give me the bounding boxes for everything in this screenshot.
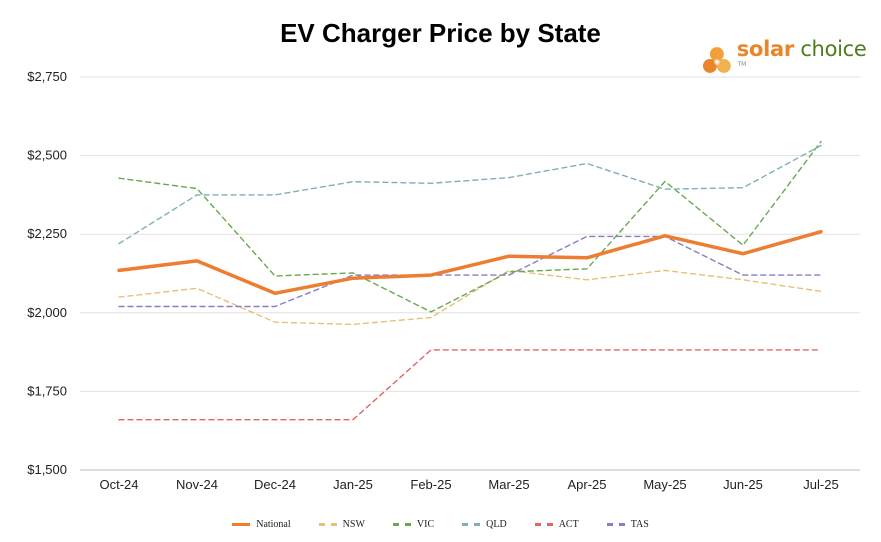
- logo-trademark: TM: [737, 61, 747, 68]
- legend-label: QLD: [486, 519, 507, 530]
- y-tick-label: $2,500: [27, 148, 67, 163]
- x-axis: Oct-24 Nov-24 Dec-24 Jan-25 Feb-25 Mar-25 Apr-…: [99, 477, 838, 492]
- series-line-nsw: [118, 269, 822, 326]
- legend-swatch: [392, 523, 411, 526]
- x-tick-label: Jun-25: [723, 477, 763, 492]
- logo-text: solar choice TM: [737, 37, 881, 85]
- legend-item-act: ACT: [534, 519, 579, 530]
- legend-swatch: [232, 523, 251, 526]
- series-line-vic: [118, 140, 822, 313]
- solar-choice-logo: solar choice TM: [702, 37, 881, 78]
- series-line-act: [118, 349, 822, 421]
- y-tick-label: $2,000: [27, 305, 67, 320]
- series-line-tas: [118, 235, 822, 308]
- legend-swatch: [534, 523, 553, 526]
- y-axis: $1,500 $1,750 $2,000 $2,250 $2,500 $2,750: [27, 69, 67, 477]
- chart-legend: National NSW VIC QLD ACT TAS: [0, 519, 881, 530]
- x-tick-label: Apr-25: [567, 477, 606, 492]
- series-line-qld: [118, 144, 822, 245]
- y-tick-label: $1,500: [27, 462, 67, 477]
- x-tick-label: May-25: [643, 477, 686, 492]
- logo-word-solar: solar: [736, 37, 794, 61]
- logo-word-choice: choice: [800, 37, 867, 61]
- x-tick-label: Mar-25: [488, 477, 529, 492]
- x-tick-label: Jul-25: [803, 477, 838, 492]
- series-lines: [117, 140, 823, 421]
- x-tick-label: Oct-24: [99, 477, 138, 492]
- orange-dots-logo-icon: [702, 47, 731, 73]
- y-tick-label: $2,250: [27, 226, 67, 241]
- legend-label: National: [256, 519, 291, 530]
- legend-item-vic: VIC: [392, 519, 435, 530]
- legend-swatch: [318, 523, 337, 526]
- legend-swatch: [462, 523, 481, 526]
- x-tick-label: Jan-25: [333, 477, 373, 492]
- x-tick-label: Dec-24: [254, 477, 296, 492]
- x-tick-label: Feb-25: [410, 477, 451, 492]
- legend-label: NSW: [342, 519, 365, 530]
- y-tick-label: $2,750: [27, 69, 67, 84]
- legend-label: TAS: [630, 519, 649, 530]
- legend-item-nsw: NSW: [318, 519, 365, 530]
- y-tick-label: $1,750: [27, 383, 67, 398]
- series-line-national: [117, 229, 823, 296]
- chart-title: EV Charger Price by State: [280, 18, 601, 48]
- legend-label: ACT: [558, 519, 579, 530]
- x-tick-label: Nov-24: [176, 477, 218, 492]
- legend-item-qld: QLD: [462, 519, 507, 530]
- legend-item-national: National: [232, 519, 291, 530]
- legend-label: VIC: [416, 519, 435, 530]
- legend-item-tas: TAS: [606, 519, 649, 530]
- gridlines: [80, 76, 860, 471]
- legend-swatch: [606, 523, 625, 526]
